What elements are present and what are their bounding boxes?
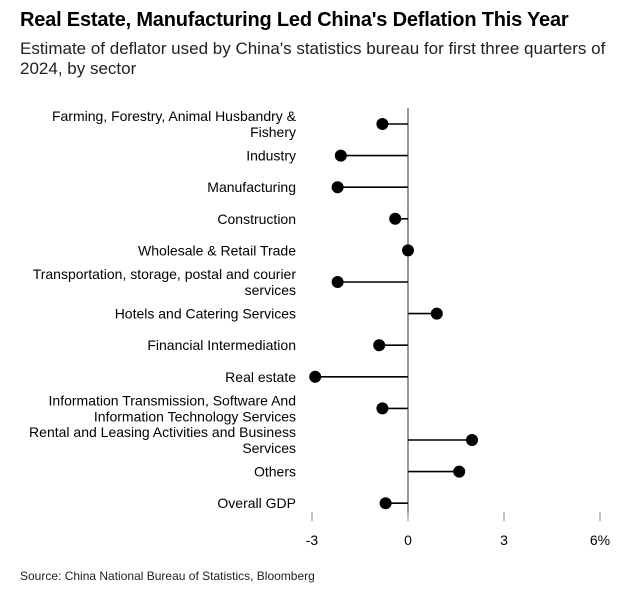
data-point: [379, 497, 392, 510]
data-point: [376, 402, 389, 415]
category-label: Transportation, storage, postal and cour…: [33, 266, 297, 298]
data-point: [466, 434, 478, 446]
category-label: Construction: [217, 211, 296, 227]
category-label: Financial Intermediation: [147, 337, 296, 353]
category-label: Industry: [246, 148, 296, 164]
category-label: Farming, Forestry, Animal Husbandry & Fis…: [52, 108, 297, 140]
x-tick-label: 3: [500, 532, 508, 548]
data-point: [430, 307, 443, 320]
data-point: [453, 465, 466, 478]
category-label: Real estate: [225, 369, 296, 385]
data-point: [389, 212, 402, 225]
data-point: [334, 149, 347, 162]
category-label: Rental and Leasing Activities and Busine…: [29, 424, 296, 456]
data-point: [373, 339, 386, 352]
category-label: Others: [254, 464, 296, 480]
chart-title: Real Estate, Manufacturing Led China's D…: [20, 9, 569, 31]
lollipop-chart: -3 0 3 6% Farming, Forestry, Animal Husbandr…: [29, 108, 610, 548]
source-note: Source: China National Bureau of Statist…: [20, 569, 315, 583]
x-tick-label: 0: [404, 532, 412, 548]
x-tick-label: -3: [306, 532, 319, 548]
category-label: Manufacturing: [207, 179, 296, 195]
category-label: Hotels and Catering Services: [115, 306, 296, 322]
category-label: Overall GDP: [217, 495, 296, 511]
data-point: [376, 118, 389, 130]
x-tick-label: 6%: [590, 532, 610, 548]
data-point: [309, 370, 322, 383]
data-point: [402, 244, 414, 257]
data-point: [331, 181, 344, 194]
category-label: Information Transmission, Software And In…: [49, 392, 296, 424]
category-label: Wholesale & Retail Trade: [138, 242, 296, 258]
chart-subtitle: Estimate of deflator used by China's sta…: [20, 39, 606, 78]
data-point: [331, 276, 344, 288]
